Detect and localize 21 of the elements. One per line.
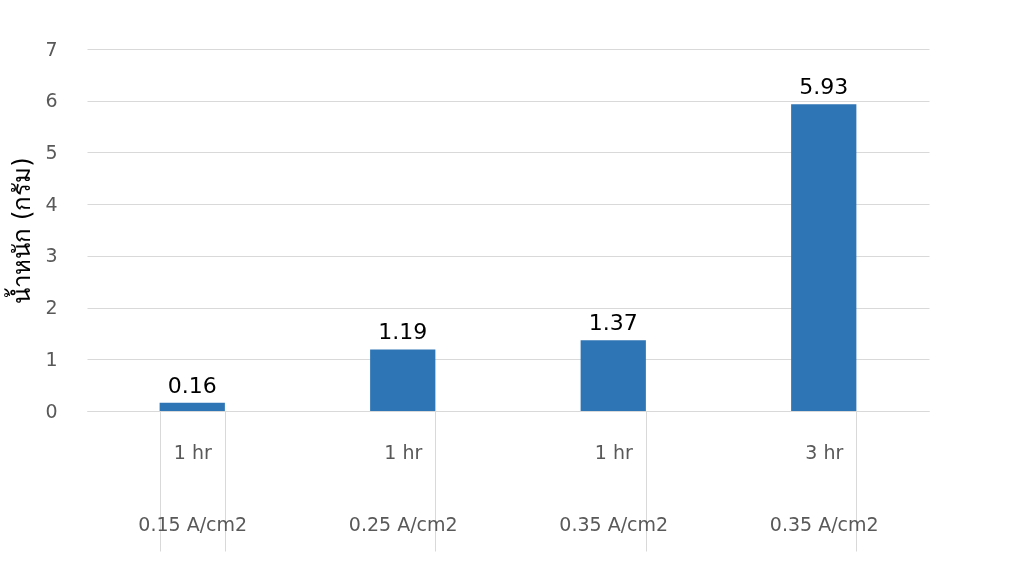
bar (370, 349, 436, 411)
y-tick-label: 6 (45, 89, 58, 112)
category-label: 3 hr 0.35 A/cm2 (769, 440, 879, 535)
y-tick-label: 4 (45, 192, 58, 215)
bar (580, 340, 646, 411)
data-label: 1.19 (378, 319, 428, 345)
y-tick-label: 2 (45, 296, 58, 319)
bar (791, 104, 857, 411)
data-label: 1.37 (588, 310, 638, 336)
data-label: 0.16 (167, 372, 217, 398)
category-label: 1 hr 0.25 A/cm2 (348, 440, 458, 535)
category-label: 1 hr 0.35 A/cm2 (559, 440, 669, 535)
y-tick-label: 1 (45, 347, 58, 370)
y-tick-label: 3 (45, 244, 58, 267)
y-tick-label: 7 (45, 37, 58, 60)
bar (159, 402, 225, 411)
data-label: 5.93 (799, 74, 849, 100)
category-label: 1 hr 0.15 A/cm2 (138, 440, 248, 535)
y-tick-label: 0 (45, 399, 58, 422)
y-axis-title: น้ำหนัก (กรัม) (4, 157, 37, 304)
y-tick-label: 5 (45, 140, 58, 163)
